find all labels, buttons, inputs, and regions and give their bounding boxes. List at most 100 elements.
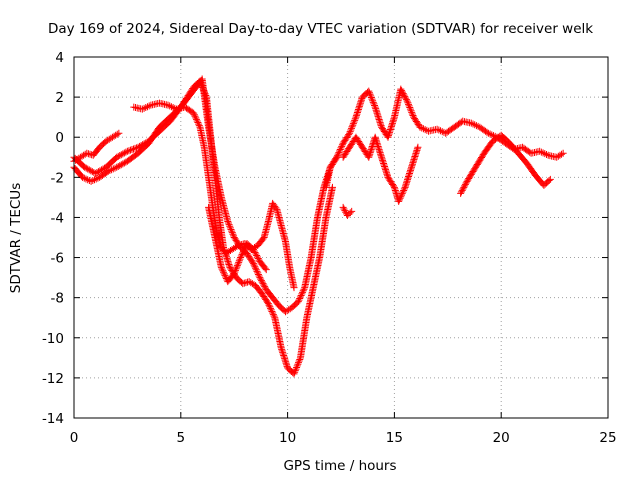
interpolated-marker xyxy=(413,119,421,127)
data-point xyxy=(346,143,354,151)
interpolated-marker xyxy=(462,179,470,187)
interpolated-marker xyxy=(117,151,125,159)
interpolated-marker xyxy=(341,136,349,144)
interpolated-marker xyxy=(116,162,124,170)
interpolated-marker xyxy=(406,104,414,112)
interpolated-marker xyxy=(335,149,343,157)
y-tick-label: -4 xyxy=(51,210,64,226)
interpolated-marker xyxy=(398,88,406,96)
data-point xyxy=(164,101,172,109)
interpolated-marker xyxy=(181,96,189,104)
interpolated-marker xyxy=(232,236,240,244)
interpolated-marker xyxy=(199,85,207,93)
interpolated-marker xyxy=(251,263,259,271)
interpolated-marker xyxy=(231,268,239,276)
interpolated-marker xyxy=(166,102,174,110)
interpolated-marker xyxy=(469,120,477,128)
interpolated-marker xyxy=(483,128,491,136)
interpolated-marker xyxy=(114,162,122,170)
interpolated-marker xyxy=(230,232,238,240)
interpolated-marker xyxy=(474,122,482,130)
interpolated-marker xyxy=(402,94,410,102)
data-point xyxy=(239,280,247,288)
interpolated-marker xyxy=(240,279,248,287)
interpolated-marker xyxy=(421,126,429,134)
interpolated-marker xyxy=(93,168,101,176)
interpolated-marker xyxy=(346,209,354,217)
interpolated-marker xyxy=(234,260,242,268)
interpolated-marker xyxy=(254,270,262,278)
interpolated-marker xyxy=(253,252,261,260)
data-point xyxy=(234,242,242,250)
data-point xyxy=(237,254,245,262)
interpolated-marker xyxy=(340,152,348,160)
x-tick-label: 0 xyxy=(70,430,79,446)
interpolated-marker xyxy=(346,142,354,150)
interpolated-marker xyxy=(255,272,263,280)
interpolated-marker xyxy=(120,159,128,167)
interpolated-marker xyxy=(254,269,262,277)
interpolated-marker xyxy=(194,119,202,127)
interpolated-marker xyxy=(184,92,192,100)
interpolated-marker xyxy=(370,100,378,108)
interpolated-marker xyxy=(192,114,200,122)
interpolated-marker xyxy=(412,117,420,125)
data-point xyxy=(249,260,257,268)
data-point xyxy=(226,264,234,272)
interpolated-marker xyxy=(247,255,255,263)
interpolated-marker xyxy=(437,127,445,135)
interpolated-marker xyxy=(241,244,249,252)
interpolated-marker xyxy=(296,295,304,303)
interpolated-marker xyxy=(545,177,553,185)
interpolated-marker xyxy=(333,152,341,160)
y-tick-label: 2 xyxy=(55,90,64,106)
interpolated-marker xyxy=(296,355,304,363)
interpolated-marker xyxy=(409,112,417,120)
interpolated-marker xyxy=(332,155,340,163)
interpolated-marker xyxy=(340,205,348,213)
interpolated-marker xyxy=(418,124,426,132)
interpolated-marker xyxy=(257,275,265,283)
interpolated-marker xyxy=(229,230,237,238)
interpolated-marker xyxy=(388,179,396,187)
interpolated-marker xyxy=(293,362,301,370)
series-track-5 xyxy=(205,203,270,286)
interpolated-marker xyxy=(461,180,469,188)
interpolated-marker xyxy=(236,255,244,263)
interpolated-marker xyxy=(195,120,203,128)
data-point xyxy=(113,163,121,171)
interpolated-marker xyxy=(267,306,275,314)
interpolated-marker xyxy=(133,144,141,152)
interpolated-marker xyxy=(542,150,550,158)
data-point xyxy=(365,87,373,95)
interpolated-marker xyxy=(263,298,271,306)
interpolated-marker xyxy=(246,254,254,262)
interpolated-marker xyxy=(345,131,353,139)
x-tick-label: 10 xyxy=(279,430,296,446)
data-point xyxy=(87,177,95,185)
interpolated-marker xyxy=(272,204,280,212)
data-point xyxy=(467,119,475,127)
series-track-4 xyxy=(130,99,298,292)
data-point xyxy=(91,169,99,177)
data-point xyxy=(190,109,198,117)
interpolated-marker xyxy=(341,150,349,158)
interpolated-marker xyxy=(408,108,416,116)
interpolated-marker xyxy=(327,162,335,170)
interpolated-marker xyxy=(235,258,243,266)
interpolated-marker xyxy=(397,193,405,201)
axis-ticks: 0 5 10 15 20 25 -14 -12 -10 -8 -6 -4 -2 0 2 4 xyxy=(42,50,617,446)
interpolated-marker xyxy=(389,182,397,190)
interpolated-marker xyxy=(82,164,90,172)
interpolated-marker xyxy=(366,90,374,98)
interpolated-marker xyxy=(435,126,443,134)
interpolated-marker xyxy=(114,152,122,160)
interpolated-marker xyxy=(405,102,413,110)
interpolated-marker xyxy=(348,123,356,131)
interpolated-marker xyxy=(387,178,395,186)
interpolated-marker xyxy=(360,146,368,154)
interpolated-marker xyxy=(89,177,97,185)
interpolated-marker xyxy=(237,252,245,260)
interpolated-marker xyxy=(337,144,345,152)
interpolated-marker xyxy=(414,120,422,128)
